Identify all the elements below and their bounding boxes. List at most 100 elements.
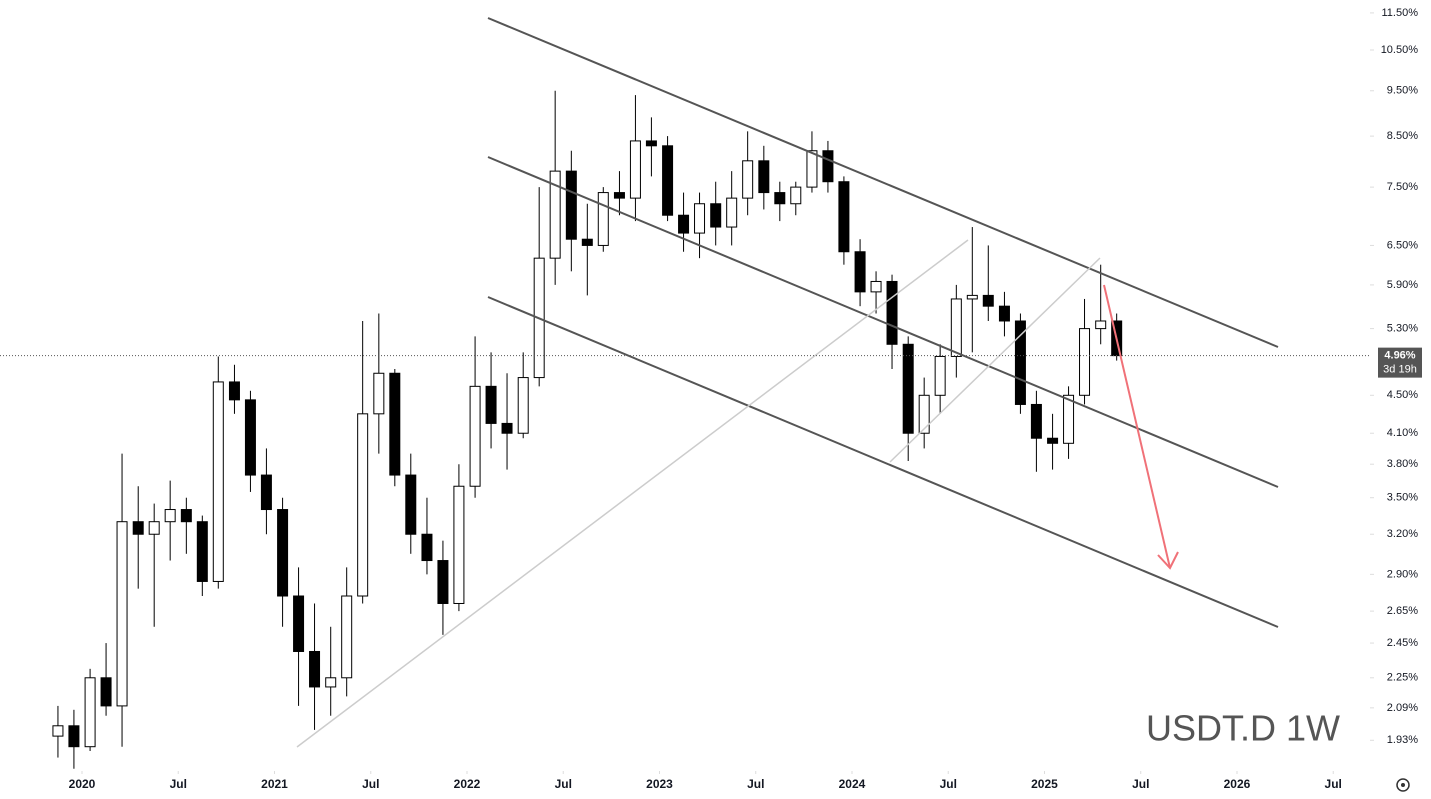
candle-body xyxy=(629,140,641,199)
candle-body xyxy=(212,381,224,582)
support-line xyxy=(296,239,969,748)
y-tick-label: 2.09% xyxy=(1387,702,1418,714)
candle-body xyxy=(774,192,786,205)
candle-body xyxy=(998,305,1010,322)
candle-body xyxy=(309,650,321,688)
channel-middle xyxy=(487,156,1279,488)
candle-body xyxy=(373,372,385,415)
y-tick-label: 6.50% xyxy=(1387,239,1418,251)
candle-body xyxy=(453,485,465,604)
y-tick-label: 2.65% xyxy=(1387,605,1418,617)
last-price-label: 4.96% xyxy=(1384,350,1415,362)
candle-body xyxy=(228,381,240,401)
candle-body xyxy=(1047,437,1059,444)
candle-body xyxy=(710,203,722,228)
y-tick-label: 5.90% xyxy=(1387,279,1418,291)
candle-body xyxy=(822,150,834,183)
candle-body xyxy=(886,280,898,345)
candle-body xyxy=(341,595,353,679)
settings-icon[interactable] xyxy=(1396,778,1410,792)
x-tick-label: Jul xyxy=(1325,777,1342,791)
x-tick-label: 2026 xyxy=(1224,777,1251,791)
candle-body xyxy=(966,294,978,300)
candle-body xyxy=(164,509,176,523)
y-tick-label: 9.50% xyxy=(1387,85,1418,97)
candle-body xyxy=(662,145,674,216)
candle-body xyxy=(742,160,754,199)
x-tick-label: 2022 xyxy=(454,777,481,791)
x-tick-label: 2024 xyxy=(839,777,866,791)
candle-body xyxy=(790,186,802,205)
x-tick-label: 2025 xyxy=(1031,777,1058,791)
candle-body xyxy=(1063,394,1075,444)
watermark: USDT.D 1W xyxy=(1146,708,1340,749)
x-tick-label: Jul xyxy=(362,777,379,791)
candle-body xyxy=(1014,320,1026,405)
channel-lower xyxy=(487,296,1279,628)
y-tick-label: 4.10% xyxy=(1387,427,1418,439)
candle-body xyxy=(581,238,593,246)
arrow-head xyxy=(1157,551,1179,570)
countdown-label: 3d 19h xyxy=(1383,364,1417,376)
y-tick-label: 2.45% xyxy=(1387,637,1418,649)
candle-body xyxy=(870,280,882,293)
candle-body xyxy=(918,394,930,434)
candle-body xyxy=(982,294,994,307)
candle-body xyxy=(485,385,497,424)
candle-body xyxy=(389,372,401,476)
x-tick-label: Jul xyxy=(170,777,187,791)
wedge-line xyxy=(889,257,1101,463)
y-tick-label: 5.30% xyxy=(1387,323,1418,335)
candle-body xyxy=(325,677,337,688)
candle-body xyxy=(501,422,513,434)
candle-body xyxy=(100,677,112,707)
candle-body xyxy=(950,298,962,357)
candle-body xyxy=(678,214,690,234)
candle-body xyxy=(806,150,818,188)
x-tick-label: Jul xyxy=(1132,777,1149,791)
candle-body xyxy=(597,192,609,246)
candle-body xyxy=(1079,328,1091,396)
candle-body xyxy=(180,509,192,523)
candle-body xyxy=(244,399,256,476)
y-tick-label: 4.50% xyxy=(1387,389,1418,401)
y-tick-label: 3.80% xyxy=(1387,458,1418,470)
plot-area xyxy=(52,90,1123,769)
channel-upper xyxy=(487,17,1279,348)
y-tick-label: 10.50% xyxy=(1381,44,1419,56)
candle-body xyxy=(84,677,96,748)
candle-body xyxy=(854,251,866,293)
candle-body xyxy=(196,521,208,582)
x-tick-label: Jul xyxy=(555,777,572,791)
candle-body xyxy=(1030,403,1042,439)
x-tick-label: 2021 xyxy=(261,777,288,791)
candle-body xyxy=(726,197,738,228)
candle-body xyxy=(517,377,529,434)
candle-body xyxy=(934,355,946,396)
y-tick-label: 2.90% xyxy=(1387,568,1418,580)
y-tick-label: 3.50% xyxy=(1387,492,1418,504)
candle-body xyxy=(293,595,305,652)
candle-body xyxy=(277,509,289,597)
candle-body xyxy=(116,521,128,707)
candle-body xyxy=(469,385,481,487)
x-tick-label: 2020 xyxy=(69,777,96,791)
candle-body xyxy=(549,170,561,259)
candle-body xyxy=(132,521,144,535)
candle-body xyxy=(1095,320,1107,330)
y-tick-label: 2.25% xyxy=(1387,672,1418,684)
candle-body xyxy=(838,181,850,253)
candle-body xyxy=(405,474,417,535)
candle-body xyxy=(148,521,160,535)
last-price-box xyxy=(1378,347,1422,378)
x-tick-label: Jul xyxy=(940,777,957,791)
candle-body xyxy=(613,192,625,199)
candle-body xyxy=(260,474,272,511)
candle-body xyxy=(437,560,449,604)
candle-body xyxy=(421,533,433,562)
candle-body xyxy=(565,170,577,240)
drawings xyxy=(296,17,1279,748)
y-tick-label: 8.50% xyxy=(1387,130,1418,142)
x-tick-label: Jul xyxy=(747,777,764,791)
